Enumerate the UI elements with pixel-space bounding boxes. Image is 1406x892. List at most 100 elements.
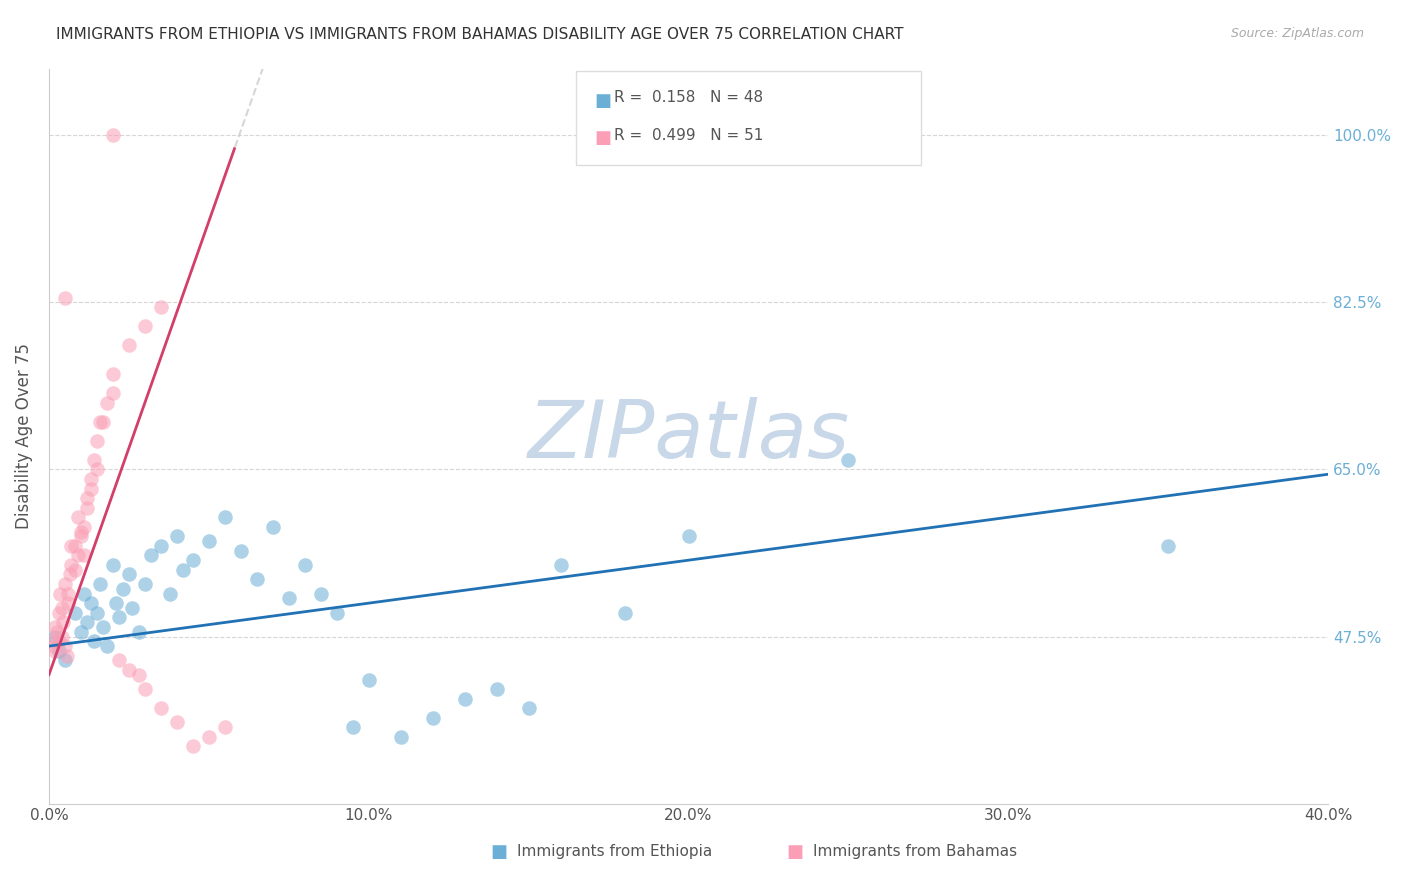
- Point: [70, 624, 93, 639]
- Point: [53, 577, 76, 591]
- Point: [105, 596, 128, 610]
- Point: [229, 543, 252, 558]
- Point: [214, 510, 236, 524]
- Point: [76, 500, 98, 515]
- Point: [53, 653, 76, 667]
- Point: [53, 639, 76, 653]
- Point: [48, 606, 70, 620]
- Point: [118, 663, 141, 677]
- Point: [56, 586, 79, 600]
- Point: [46, 624, 69, 639]
- Point: [63, 606, 86, 620]
- Point: [91, 415, 114, 429]
- Point: [44, 644, 66, 658]
- Text: ■: ■: [595, 92, 612, 110]
- Point: [181, 553, 204, 567]
- Point: [60, 558, 83, 572]
- Text: Source: ZipAtlas.com: Source: ZipAtlas.com: [1230, 27, 1364, 40]
- Point: [121, 601, 143, 615]
- Point: [342, 720, 364, 734]
- Point: [70, 524, 93, 539]
- Point: [91, 620, 114, 634]
- Point: [166, 715, 188, 730]
- Point: [56, 596, 79, 610]
- Point: [277, 591, 299, 606]
- Point: [149, 701, 172, 715]
- Point: [86, 462, 108, 476]
- Point: [96, 395, 118, 409]
- Point: [454, 691, 477, 706]
- Point: [613, 606, 636, 620]
- Point: [198, 730, 221, 744]
- Text: Immigrants from Bahamas: Immigrants from Bahamas: [813, 845, 1017, 859]
- Point: [101, 128, 124, 143]
- Point: [294, 558, 316, 572]
- Point: [166, 529, 188, 543]
- Point: [51, 630, 73, 644]
- Point: [63, 563, 86, 577]
- Point: [83, 453, 105, 467]
- Point: [118, 338, 141, 352]
- Text: IMMIGRANTS FROM ETHIOPIA VS IMMIGRANTS FROM BAHAMAS DISABILITY AGE OVER 75 CORRE: IMMIGRANTS FROM ETHIOPIA VS IMMIGRANTS F…: [56, 27, 904, 42]
- Text: R =  0.158   N = 48: R = 0.158 N = 48: [614, 90, 763, 105]
- Point: [172, 563, 194, 577]
- Point: [96, 639, 118, 653]
- Point: [262, 520, 284, 534]
- Point: [128, 667, 150, 681]
- Point: [108, 610, 131, 624]
- Point: [52, 615, 75, 630]
- Point: [517, 701, 540, 715]
- Point: [485, 681, 508, 696]
- Point: [70, 529, 93, 543]
- Point: [48, 644, 70, 658]
- Point: [134, 577, 156, 591]
- Text: Immigrants from Ethiopia: Immigrants from Ethiopia: [517, 845, 713, 859]
- Point: [246, 572, 269, 586]
- Point: [181, 739, 204, 754]
- Point: [76, 615, 98, 630]
- Point: [134, 681, 156, 696]
- Point: [111, 582, 134, 596]
- Point: [66, 549, 89, 563]
- Point: [86, 606, 108, 620]
- Text: ZIPatlas: ZIPatlas: [527, 397, 849, 475]
- Point: [214, 720, 236, 734]
- Point: [49, 586, 72, 600]
- Point: [60, 539, 83, 553]
- Point: [41, 634, 63, 648]
- Text: ■: ■: [595, 129, 612, 147]
- Point: [73, 520, 96, 534]
- Point: [678, 529, 700, 543]
- Point: [76, 491, 98, 505]
- Point: [44, 620, 66, 634]
- Point: [44, 630, 66, 644]
- Point: [86, 434, 108, 448]
- Point: [59, 567, 82, 582]
- Point: [63, 539, 86, 553]
- Text: ■: ■: [786, 843, 803, 861]
- Point: [389, 730, 412, 744]
- Point: [79, 596, 101, 610]
- Point: [73, 549, 96, 563]
- Point: [101, 558, 124, 572]
- Point: [309, 586, 332, 600]
- Point: [55, 648, 77, 663]
- Point: [101, 386, 124, 401]
- Point: [422, 711, 444, 725]
- Text: ■: ■: [491, 843, 508, 861]
- Point: [837, 453, 859, 467]
- Y-axis label: Disability Age Over 75: Disability Age Over 75: [15, 343, 32, 529]
- Point: [48, 634, 70, 648]
- Point: [101, 367, 124, 381]
- Point: [141, 549, 163, 563]
- Point: [79, 482, 101, 496]
- Point: [1157, 539, 1180, 553]
- Point: [550, 558, 572, 572]
- Point: [53, 291, 76, 305]
- Point: [73, 586, 96, 600]
- Point: [149, 300, 172, 314]
- Point: [134, 319, 156, 334]
- Point: [326, 606, 349, 620]
- Point: [128, 624, 150, 639]
- Point: [89, 415, 111, 429]
